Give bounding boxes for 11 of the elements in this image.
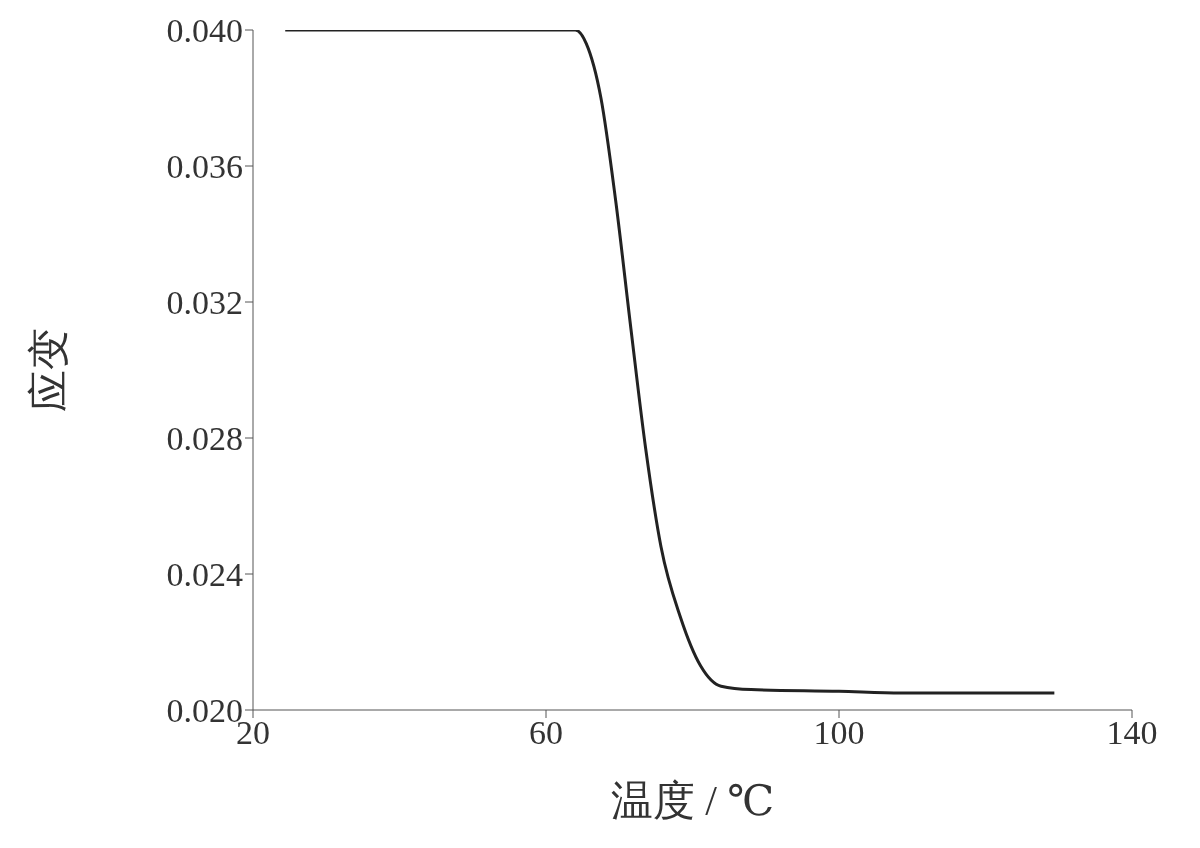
x-tick-label: 140	[1106, 714, 1158, 752]
x-tick-label: 100	[813, 714, 865, 752]
y-tick-label: 0.032	[166, 284, 243, 322]
x-axis-title: 温度 / ℃	[610, 778, 775, 824]
y-tick-label: 0.028	[166, 420, 243, 458]
y-tick-label: 0.036	[166, 148, 243, 186]
y-axis-title: 应变	[25, 328, 72, 412]
y-tick-label: 0.024	[166, 556, 243, 594]
x-tick-label: 60	[529, 714, 563, 752]
line-series	[283, 30, 1056, 695]
y-tick-label: 0.040	[166, 12, 243, 50]
